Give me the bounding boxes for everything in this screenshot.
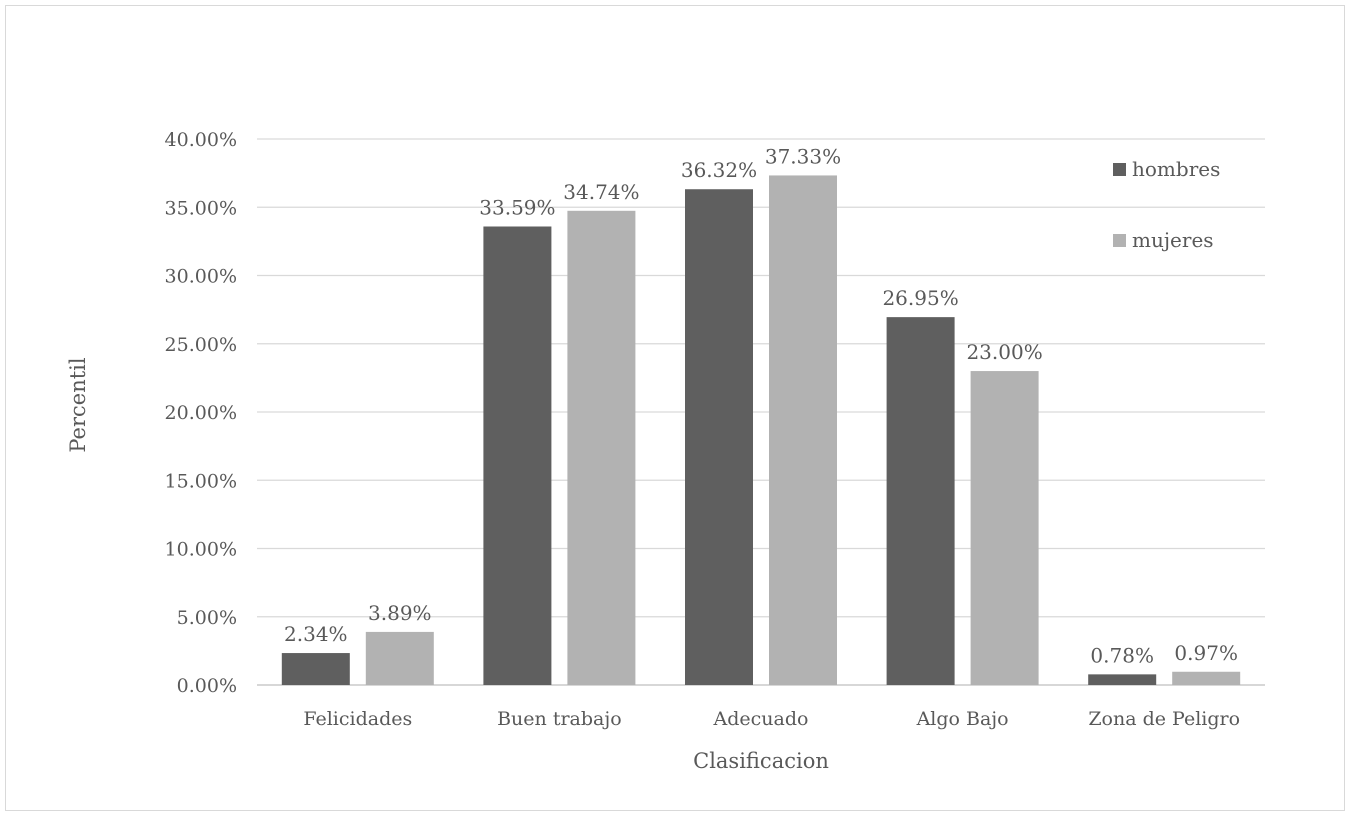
x-tick-label: Adecuado (713, 708, 809, 730)
legend-label-mujeres: mujeres (1132, 228, 1214, 252)
x-tick-label: Zona de Peligro (1088, 708, 1240, 730)
bar-mujeres (769, 175, 837, 685)
data-label: 23.00% (966, 340, 1042, 364)
bar-hombres (483, 226, 552, 685)
y-tick-label: 30.00% (165, 266, 237, 288)
y-tick-label: 15.00% (165, 470, 237, 492)
x-tick-label: Buen trabajo (497, 708, 622, 730)
data-label: 0.78% (1090, 643, 1154, 667)
data-label: 34.74% (563, 180, 639, 204)
y-tick-label: 25.00% (165, 334, 237, 356)
y-axis-ticks: 0.00% 5.00% 10.00% 15.00% 20.00% 25.00% 30.00%… (165, 129, 237, 697)
bar-hombres (1088, 674, 1157, 685)
data-label: 0.97% (1174, 641, 1238, 665)
y-axis-title: Percentil (66, 357, 90, 453)
legend-swatch-mujeres (1113, 234, 1126, 247)
y-tick-label: 0.00% (177, 675, 237, 697)
x-tick-label: Felicidades (303, 708, 412, 730)
data-label: 2.34% (284, 622, 348, 646)
bar-mujeres (567, 210, 636, 685)
bars (281, 175, 1241, 685)
bar-hombres (685, 189, 753, 685)
y-tick-label: 20.00% (165, 402, 237, 424)
legend-swatch-hombres (1113, 163, 1126, 176)
data-label: 37.33% (765, 144, 841, 168)
data-label: 26.95% (882, 286, 958, 310)
y-tick-label: 5.00% (177, 607, 237, 629)
data-label: 33.59% (479, 195, 555, 219)
bar-hombres (886, 317, 955, 685)
y-tick-label: 40.00% (165, 129, 237, 151)
bar-mujeres (1172, 671, 1241, 685)
data-label: 36.32% (681, 158, 757, 182)
bar-hombres (281, 653, 350, 685)
y-tick-label: 10.00% (165, 539, 237, 561)
legend-label-hombres: hombres (1132, 157, 1220, 181)
y-tick-label: 35.00% (165, 197, 237, 219)
legend: hombres mujeres (1113, 157, 1220, 252)
data-labels: 2.34% 3.89% 33.59% 34.74% 36.32% 37.33% 26.95%… (284, 144, 1238, 667)
x-axis-ticks: Felicidades Buen trabajo Adecuado Algo Bajo… (303, 708, 1240, 730)
x-tick-label: Algo Bajo (916, 708, 1009, 730)
bar-mujeres (970, 371, 1039, 685)
x-axis-title: Clasificacion (693, 749, 829, 773)
data-label: 3.89% (368, 601, 432, 625)
bar-mujeres (365, 631, 434, 685)
